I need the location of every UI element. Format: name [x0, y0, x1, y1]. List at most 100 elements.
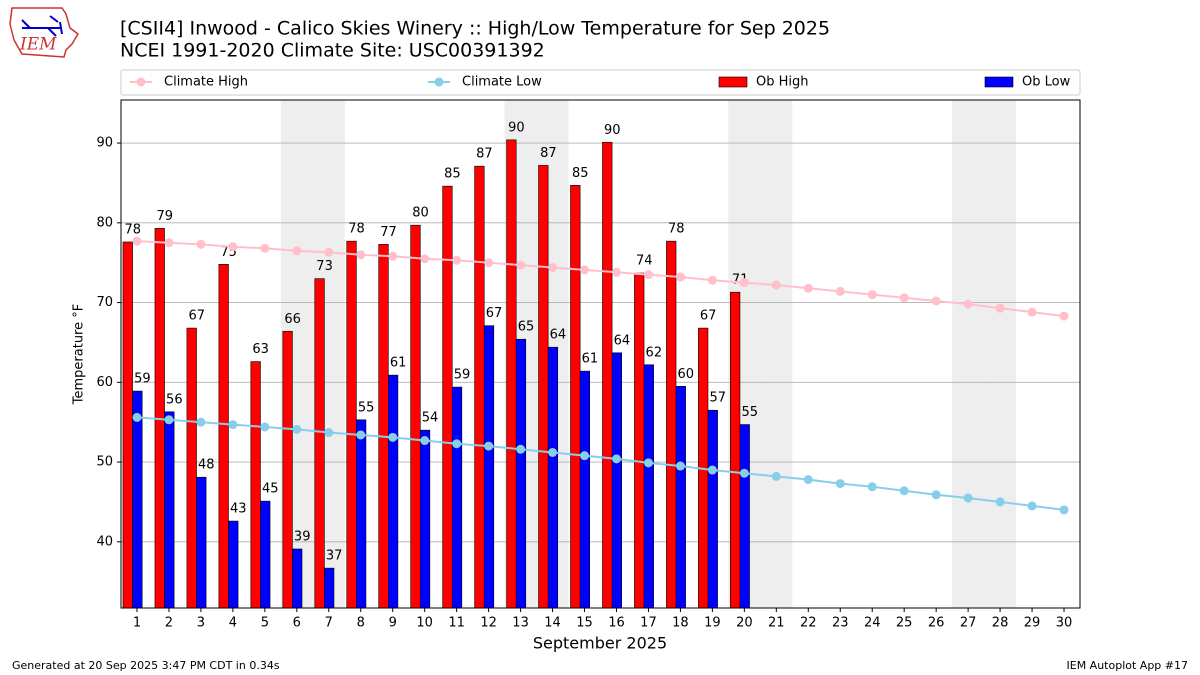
- y-axis-label: Temperature °F: [72, 304, 87, 405]
- data-label: 56: [166, 392, 183, 407]
- point: [771, 280, 781, 290]
- point: [611, 267, 621, 277]
- data-label: 73: [316, 259, 333, 274]
- plot-frame: [120, 99, 1081, 609]
- x-tick-label: 13: [512, 616, 529, 631]
- bar: [483, 325, 495, 609]
- bar: [451, 386, 463, 609]
- data-label: 66: [284, 312, 301, 327]
- data-label: 39: [294, 529, 311, 544]
- y-tick-label: 70: [96, 295, 113, 310]
- point: [835, 479, 845, 489]
- point: [228, 242, 238, 252]
- x-tick-label: 5: [261, 616, 269, 631]
- point: [1027, 501, 1037, 511]
- footer-left: Generated at 20 Sep 2025 3:47 PM CDT in …: [12, 659, 280, 672]
- bar: [292, 548, 303, 609]
- point: [995, 303, 1005, 313]
- bar: [196, 476, 207, 609]
- data-label: 63: [252, 342, 269, 357]
- data-label: 64: [614, 333, 631, 348]
- data-label: 90: [604, 123, 621, 138]
- footer-right: IEM Autoplot App #17: [1067, 659, 1189, 672]
- point: [707, 275, 717, 285]
- point: [196, 239, 206, 249]
- x-tick-label: 12: [480, 616, 497, 631]
- chart-subtitle: NCEI 1991-2020 Climate Site: USC00391392: [120, 40, 545, 62]
- x-tick-label: 18: [672, 616, 689, 631]
- x-tick-label: 24: [864, 616, 881, 631]
- x-tick-label: 9: [389, 616, 397, 631]
- point: [164, 238, 174, 248]
- point: [580, 451, 590, 461]
- point: [1059, 311, 1069, 321]
- x-tick-label: 10: [416, 616, 433, 631]
- y-tick-label: 60: [96, 375, 113, 390]
- x-tick-label: 4: [229, 616, 237, 631]
- data-label: 45: [262, 482, 279, 497]
- data-label: 59: [454, 368, 471, 383]
- bar: [186, 327, 197, 609]
- logo-outline: [9, 7, 79, 58]
- point: [388, 251, 398, 261]
- bar: [442, 185, 453, 609]
- bar: [260, 500, 271, 609]
- bar: [538, 165, 549, 609]
- x-tick-label: 27: [960, 616, 977, 631]
- x-tick-label: 29: [1024, 616, 1041, 631]
- weekend-shade: [984, 100, 1017, 608]
- point: [452, 439, 462, 449]
- point: [963, 493, 973, 503]
- x-tick-label: 15: [576, 616, 593, 631]
- point: [1059, 505, 1069, 515]
- data-label: 67: [486, 306, 503, 321]
- line: [136, 416, 1065, 511]
- x-tick-label: 17: [640, 616, 657, 631]
- data-label: 54: [422, 411, 439, 426]
- x-tick-label: 3: [197, 616, 205, 631]
- x-tick-label: 1: [133, 616, 141, 631]
- legend-swatch: [136, 77, 146, 87]
- point: [835, 286, 845, 296]
- point: [292, 246, 302, 256]
- point: [867, 290, 877, 300]
- data-label: 78: [668, 222, 685, 237]
- point: [516, 444, 526, 454]
- x-tick-label: 8: [357, 616, 365, 631]
- x-tick-label: 2: [165, 616, 173, 631]
- point: [260, 422, 270, 432]
- x-tick-label: 14: [544, 616, 561, 631]
- point: [675, 272, 685, 282]
- x-tick-label: 6: [293, 616, 301, 631]
- weekend-shade: [760, 100, 793, 608]
- x-tick-label: 25: [896, 616, 913, 631]
- bar: [122, 241, 133, 609]
- point: [420, 254, 430, 264]
- point: [324, 428, 334, 438]
- bar: [579, 370, 590, 609]
- data-label: 61: [390, 356, 407, 371]
- bar: [324, 567, 335, 609]
- data-label: 90: [508, 120, 525, 135]
- bar: [419, 429, 431, 609]
- data-label: 55: [741, 405, 758, 420]
- data-label: 78: [348, 222, 365, 237]
- point: [516, 260, 526, 270]
- data-label: 55: [358, 400, 375, 415]
- point: [1027, 307, 1037, 317]
- bar: [643, 364, 654, 609]
- legend-label: Ob High: [756, 75, 809, 90]
- point: [899, 486, 909, 496]
- bar: [132, 390, 143, 609]
- bar: [218, 263, 229, 609]
- legend-swatch: [984, 76, 1014, 88]
- bar: [356, 419, 367, 609]
- bar: [314, 278, 325, 609]
- bar: [410, 224, 421, 609]
- logo: IEM: [9, 7, 79, 58]
- point: [132, 236, 142, 246]
- y-tick-label: 40: [96, 534, 113, 549]
- x-tick-label: 20: [736, 616, 753, 631]
- point: [324, 247, 334, 257]
